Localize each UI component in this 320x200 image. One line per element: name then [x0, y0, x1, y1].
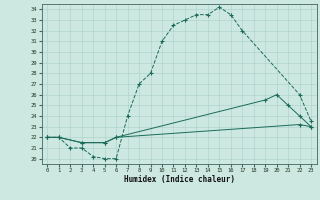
X-axis label: Humidex (Indice chaleur): Humidex (Indice chaleur) [124, 175, 235, 184]
